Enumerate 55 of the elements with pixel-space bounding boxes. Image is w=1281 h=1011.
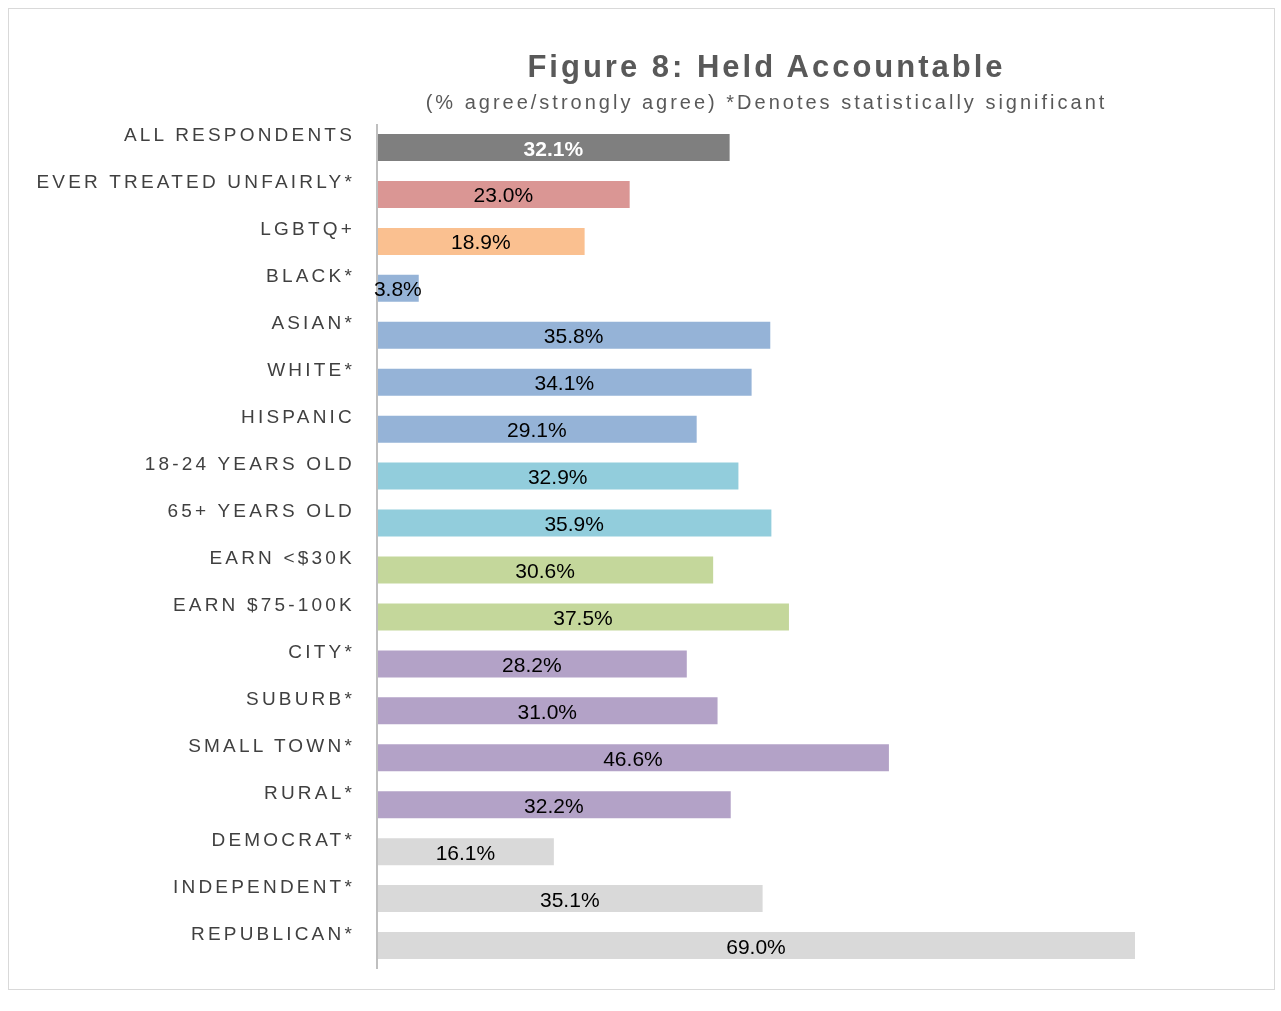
y-tick-label: 18-24 YEARS OLD	[144, 453, 355, 475]
y-tick-label: EVER TREATED UNFAIRLY*	[36, 171, 355, 193]
y-tick-label: WHITE*	[267, 359, 355, 381]
y-tick-label: BLACK*	[266, 265, 355, 287]
y-tick-label: SMALL TOWN*	[188, 734, 355, 756]
data-label: 35.9%	[544, 512, 604, 536]
y-tick-label: INDEPENDENT*	[173, 875, 355, 897]
bar	[377, 180, 630, 208]
bar	[377, 368, 752, 396]
y-tick-label: EARN <$30K	[209, 546, 355, 568]
bar	[377, 744, 889, 772]
y-tick-label: EARN $75-100K	[172, 593, 355, 615]
chart-subtitle: (% agree/strongly agree) *Denotes statistically significant	[424, 91, 1109, 114]
data-label: 18.9%	[451, 230, 511, 254]
data-label: 30.6%	[515, 559, 575, 582]
data-label: 69.0%	[726, 934, 786, 958]
data-label: 23.0%	[473, 183, 534, 207]
y-tick-label: SUBURB*	[246, 687, 355, 709]
data-label: 35.1%	[540, 887, 600, 911]
bar	[377, 134, 730, 161]
bar	[377, 556, 714, 584]
bar	[377, 932, 1135, 960]
data-label: 34.1%	[534, 371, 595, 395]
data-label: 32.1%	[523, 136, 584, 160]
bar	[377, 697, 718, 725]
data-label: 37.5%	[553, 605, 613, 629]
data-label: 46.6%	[603, 746, 663, 770]
bar	[377, 415, 697, 443]
bar	[377, 462, 739, 490]
y-tick-label: ASIAN*	[271, 312, 355, 334]
bar	[377, 838, 554, 866]
bar	[377, 650, 687, 678]
data-label: 32.2%	[524, 793, 584, 817]
bar	[377, 885, 763, 913]
data-label: 32.9%	[527, 465, 588, 489]
data-label: 28.2%	[502, 652, 562, 676]
y-tick-label: RURAL*	[264, 781, 355, 803]
y-tick-label: LGBTQ+	[260, 218, 355, 240]
data-label: 35.8%	[543, 324, 604, 348]
data-label: 3.8%	[373, 277, 422, 301]
y-tick-label: 65+ YEARS OLD	[167, 500, 355, 522]
data-label: 16.1%	[435, 840, 496, 864]
chart-title: Figure 8: Held Accountable	[526, 49, 1007, 85]
y-tick-label: REPUBLICAN*	[190, 922, 355, 944]
bar	[377, 227, 585, 255]
data-label: 29.1%	[507, 418, 567, 442]
bar	[377, 603, 789, 631]
data-label: 31.0%	[517, 699, 578, 723]
y-tick-label: HISPANIC	[241, 406, 355, 428]
bar	[377, 791, 731, 819]
bar	[377, 321, 771, 349]
y-tick-label: DEMOCRAT*	[211, 828, 355, 850]
y-tick-label: CITY*	[288, 640, 355, 662]
bar	[377, 509, 772, 537]
y-tick-label: ALL RESPONDENTS	[123, 124, 355, 146]
